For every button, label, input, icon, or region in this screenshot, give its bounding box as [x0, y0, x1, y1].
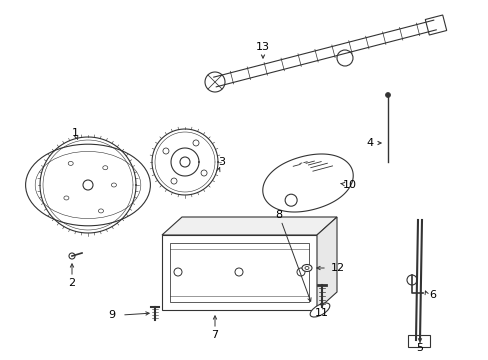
Ellipse shape: [309, 303, 329, 317]
Polygon shape: [316, 217, 336, 310]
Text: 2: 2: [68, 278, 76, 288]
Bar: [425, 15, 446, 35]
Circle shape: [336, 50, 352, 66]
Circle shape: [285, 194, 297, 206]
Circle shape: [406, 275, 416, 285]
Text: 1: 1: [71, 128, 79, 138]
Bar: [170, 243, 308, 302]
Circle shape: [385, 93, 390, 98]
Text: 10: 10: [342, 180, 356, 190]
Ellipse shape: [302, 265, 311, 271]
Text: 13: 13: [256, 42, 269, 52]
Polygon shape: [162, 217, 336, 235]
Polygon shape: [262, 154, 352, 212]
Circle shape: [296, 268, 305, 276]
Circle shape: [235, 268, 243, 276]
Bar: [407, 335, 429, 347]
Text: 8: 8: [275, 210, 282, 220]
Circle shape: [204, 72, 224, 92]
Text: 12: 12: [330, 263, 345, 273]
Polygon shape: [162, 235, 316, 310]
Circle shape: [174, 268, 182, 276]
Text: 11: 11: [314, 308, 328, 318]
Text: 5: 5: [416, 343, 423, 353]
Text: 9: 9: [108, 310, 115, 320]
Text: 3: 3: [218, 157, 225, 167]
Text: 4: 4: [366, 138, 373, 148]
Text: 6: 6: [428, 290, 436, 300]
Text: 7: 7: [211, 330, 218, 340]
Circle shape: [69, 253, 75, 259]
